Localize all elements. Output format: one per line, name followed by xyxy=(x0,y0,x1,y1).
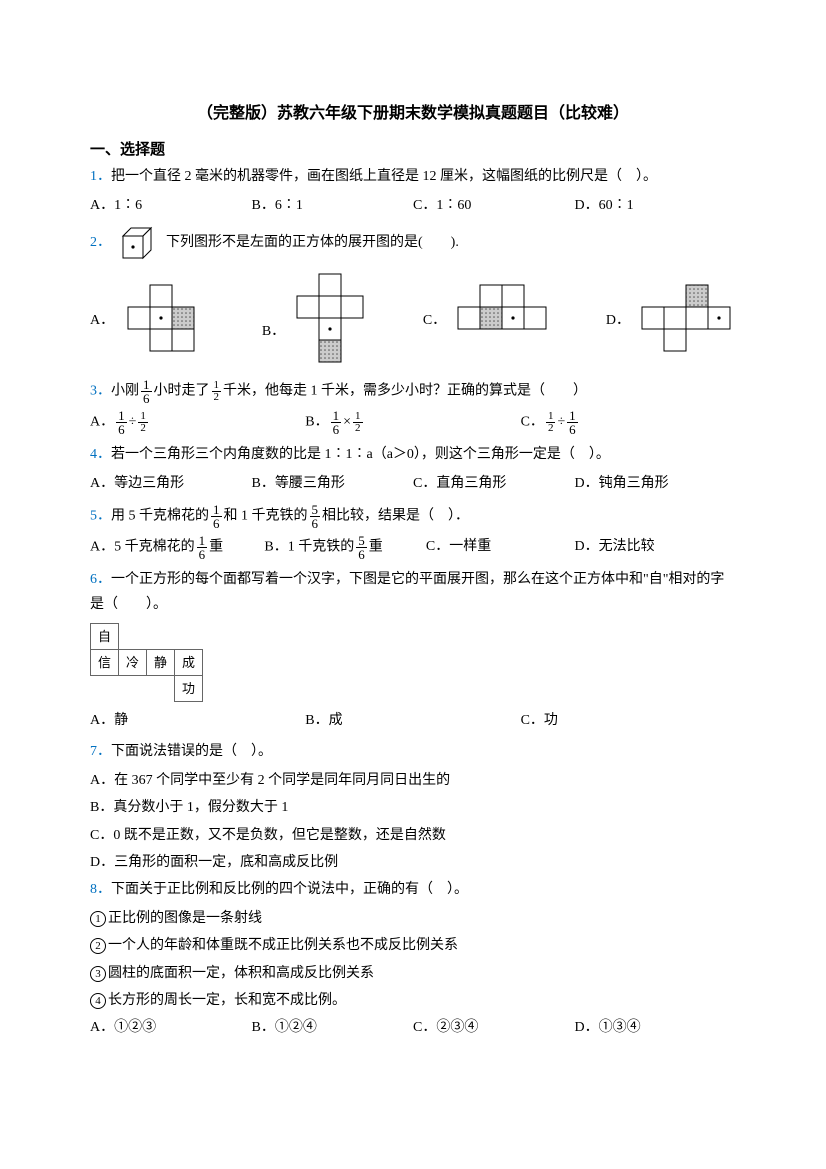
net-a-icon xyxy=(120,283,208,353)
q5-text-b: 和 1 千克铁的 xyxy=(224,508,308,523)
page-title: （完整版）苏教六年级下册期末数学模拟真题题目（比较难） xyxy=(90,100,736,129)
q5-text-c: 相比较，结果是（ ）． xyxy=(322,508,469,523)
q3-num: 3． xyxy=(90,384,111,399)
q6-options: A．静 B．成 C．功 xyxy=(90,708,736,733)
q5-opt-c: C．一样重 xyxy=(426,534,575,561)
q7-stmt-d: D．三角形的面积一定，底和高成反比例 xyxy=(90,850,736,875)
q8-opt-b: B．①②④ xyxy=(252,1015,414,1040)
cell-gong: 功 xyxy=(175,675,203,701)
q6-opt-a: A．静 xyxy=(90,708,305,733)
question-1: 1．把一个直径 2 毫米的机器零件，画在图纸上直径是 12 厘米，这幅图纸的比例… xyxy=(90,164,736,189)
q3-opt-b: B．16×12 xyxy=(305,409,520,436)
q7-stmt-b: B．真分数小于 1，假分数大于 1 xyxy=(90,795,736,820)
q5-opt-b: B．1 千克铁的56重 xyxy=(264,534,426,561)
q4-opt-b: B．等腰三角形 xyxy=(252,471,414,496)
q3-text-a: 小刚 xyxy=(111,384,139,399)
q2-label-a: A． xyxy=(90,308,114,333)
net-c-icon xyxy=(452,283,552,353)
q4-opt-c: C．直角三角形 xyxy=(413,471,575,496)
q8-options: A．①②③ B．①②④ C．②③④ D．①③④ xyxy=(90,1015,736,1040)
q4-opt-d: D．钝角三角形 xyxy=(575,471,737,496)
q1-text: 把一个直径 2 毫米的机器零件，画在图纸上直径是 12 厘米，这幅图纸的比例尺是… xyxy=(111,169,657,184)
cell-leng: 冷 xyxy=(119,649,147,675)
q8-opt-c: C．②③④ xyxy=(413,1015,575,1040)
q7-stmt-c: C．0 既不是正数，又不是负数，但它是整数，还是自然数 xyxy=(90,823,736,848)
cell-zi: 自 xyxy=(91,623,119,649)
question-7: 7．下面说法错误的是（ ）。 xyxy=(90,739,736,764)
q8-opt-a: A．①②③ xyxy=(90,1015,252,1040)
q3-text-c: 千米，他每走 1 千米，需多少小时？正确的算式是（ ） xyxy=(223,384,587,399)
q7-num: 7． xyxy=(90,744,111,759)
q2-opt-d: D． xyxy=(606,283,736,353)
q2-label-d: D． xyxy=(606,308,630,333)
q8-stmt-4: 4长方形的周长一定，长和宽不成比例。 xyxy=(90,988,736,1013)
q6-unfold-diagram: 自 信冷静成 功 xyxy=(90,623,203,702)
q2-opt-b: B． xyxy=(262,272,369,364)
question-8: 8．下面关于正比例和反比例的四个说法中，正确的有（ ）。 xyxy=(90,877,736,902)
q2-label-c: C． xyxy=(423,308,446,333)
q6-num: 6． xyxy=(90,572,111,587)
question-4: 4．若一个三角形三个内角度数的比是 1∶1∶a（a＞0），则这个三角形一定是（ … xyxy=(90,442,736,467)
cell-xin: 信 xyxy=(91,649,119,675)
q2-label-b: B． xyxy=(262,319,285,344)
q6-opt-c: C．功 xyxy=(521,708,736,733)
q3-text-b: 小时走了 xyxy=(154,384,210,399)
q8-stmt-3: 3圆柱的底面积一定，体积和高成反比例关系 xyxy=(90,961,736,986)
q5-options: A．5 千克棉花的16重 B．1 千克铁的56重 C．一样重 D．无法比较 xyxy=(90,534,736,561)
q5-text-a: 用 5 千克棉花的 xyxy=(111,508,209,523)
net-d-icon xyxy=(636,283,736,353)
q1-opt-a: A．1∶6 xyxy=(90,193,252,218)
q2-text: 下列图形不是左面的正方体的展开图的是( ). xyxy=(166,235,459,250)
q3-options: A．16÷12 B．16×12 C．12÷16 xyxy=(90,409,736,436)
q5-opt-d: D．无法比较 xyxy=(574,534,736,561)
q1-opt-b: B．6∶1 xyxy=(252,193,414,218)
q1-opt-c: C．1∶60 xyxy=(413,193,575,218)
q6-opt-b: B．成 xyxy=(305,708,520,733)
q5-opt-a: A．5 千克棉花的16重 xyxy=(90,534,264,561)
q4-num: 4． xyxy=(90,447,111,462)
question-2: 2． 下列图形不是左面的正方体的展开图的是( ). xyxy=(90,224,736,262)
q6-text: 一个正方形的每个面都写着一个汉字，下图是它的平面展开图，那么在这个正方体中和"自… xyxy=(90,572,724,612)
q3-opt-c: C．12÷16 xyxy=(521,409,736,436)
question-5: 5．用 5 千克棉花的16和 1 千克铁的56相比较，结果是（ ）． xyxy=(90,503,736,530)
q8-opt-d: D．①③④ xyxy=(575,1015,737,1040)
q2-opt-c: C． xyxy=(423,283,552,353)
q5-num: 5． xyxy=(90,508,111,523)
q7-stmt-a: A．在 367 个同学中至少有 2 个同学是同年同月同日出生的 xyxy=(90,768,736,793)
section-header: 一、选择题 xyxy=(90,137,736,164)
q1-options: A．1∶6 B．6∶1 C．1∶60 D．60∶1 xyxy=(90,193,736,218)
q8-stmt-1: 1正比例的图像是一条射线 xyxy=(90,906,736,931)
question-3: 3．小刚16小时走了12千米，他每走 1 千米，需多少小时？正确的算式是（ ） xyxy=(90,378,736,405)
cell-jing: 静 xyxy=(147,649,175,675)
q1-num: 1． xyxy=(90,169,111,184)
net-b-icon xyxy=(291,272,369,364)
q7-text: 下面说法错误的是（ ）。 xyxy=(111,744,272,759)
q3-opt-a: A．16÷12 xyxy=(90,409,305,436)
q8-stmt-2: 2一个人的年龄和体重既不成正比例关系也不成反比例关系 xyxy=(90,933,736,958)
cell-cheng: 成 xyxy=(175,649,203,675)
q2-options: A． B． C． xyxy=(90,272,736,364)
cube-icon xyxy=(119,224,159,262)
q2-opt-a: A． xyxy=(90,283,208,353)
q4-text: 若一个三角形三个内角度数的比是 1∶1∶a（a＞0），则这个三角形一定是（ ）。 xyxy=(111,447,610,462)
q8-text: 下面关于正比例和反比例的四个说法中，正确的有（ ）。 xyxy=(111,882,468,897)
q4-options: A．等边三角形 B．等腰三角形 C．直角三角形 D．钝角三角形 xyxy=(90,471,736,496)
q2-num: 2． xyxy=(90,235,111,250)
q1-opt-d: D．60∶1 xyxy=(575,193,737,218)
q8-num: 8． xyxy=(90,882,111,897)
q4-opt-a: A．等边三角形 xyxy=(90,471,252,496)
question-6: 6．一个正方形的每个面都写着一个汉字，下图是它的平面展开图，那么在这个正方体中和… xyxy=(90,567,736,617)
